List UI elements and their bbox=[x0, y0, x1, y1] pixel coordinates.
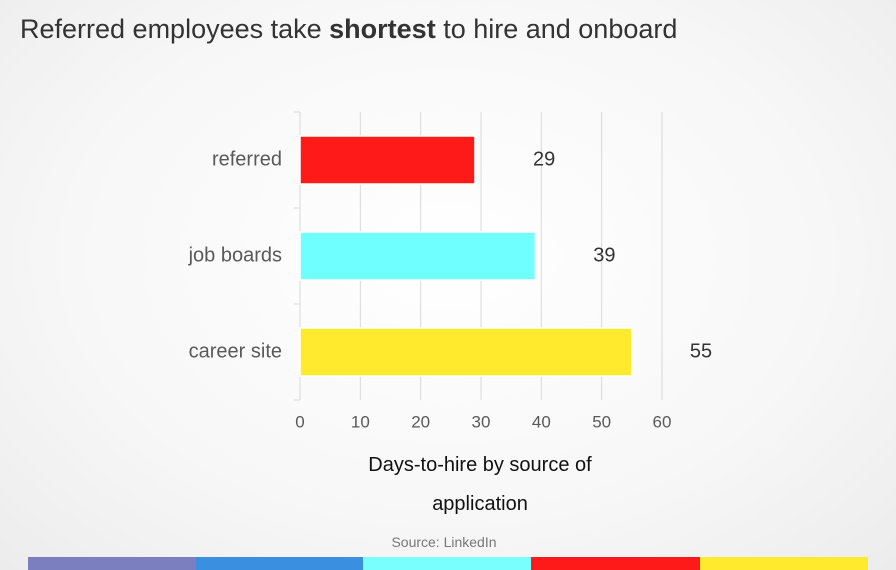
x-axis-label: Days-to-hire by source of application bbox=[368, 454, 592, 515]
stripe bbox=[196, 557, 363, 570]
x-tick-label: 20 bbox=[411, 412, 430, 431]
title-emphasis: shortest bbox=[329, 14, 436, 44]
title-part: Referred employees take bbox=[20, 14, 330, 44]
x-tick-label: 0 bbox=[295, 412, 304, 431]
x-tick-label: 30 bbox=[472, 412, 491, 431]
title: Referred employees take shortest to hire… bbox=[20, 14, 677, 45]
data-label: 39 bbox=[593, 244, 615, 266]
stripe bbox=[531, 557, 700, 570]
data-label: 29 bbox=[533, 148, 555, 170]
x-tick-label: 10 bbox=[351, 412, 370, 431]
x-tick-label: 60 bbox=[653, 412, 672, 431]
title-part: to hire and onboard bbox=[435, 14, 678, 44]
x-tick-label: 50 bbox=[592, 412, 611, 431]
y-tick-label: job boards bbox=[188, 244, 282, 266]
x-tick-label: 40 bbox=[532, 412, 551, 431]
stripe bbox=[363, 557, 531, 570]
stripe bbox=[28, 557, 196, 570]
data-label: 55 bbox=[690, 340, 712, 362]
stripe bbox=[700, 557, 868, 570]
y-tick-label: career site bbox=[189, 340, 282, 362]
bar bbox=[299, 231, 537, 281]
y-tick-label: referred bbox=[212, 148, 282, 170]
source: Source: LinkedIn bbox=[391, 534, 497, 550]
bar bbox=[299, 135, 476, 185]
bar bbox=[299, 327, 633, 377]
